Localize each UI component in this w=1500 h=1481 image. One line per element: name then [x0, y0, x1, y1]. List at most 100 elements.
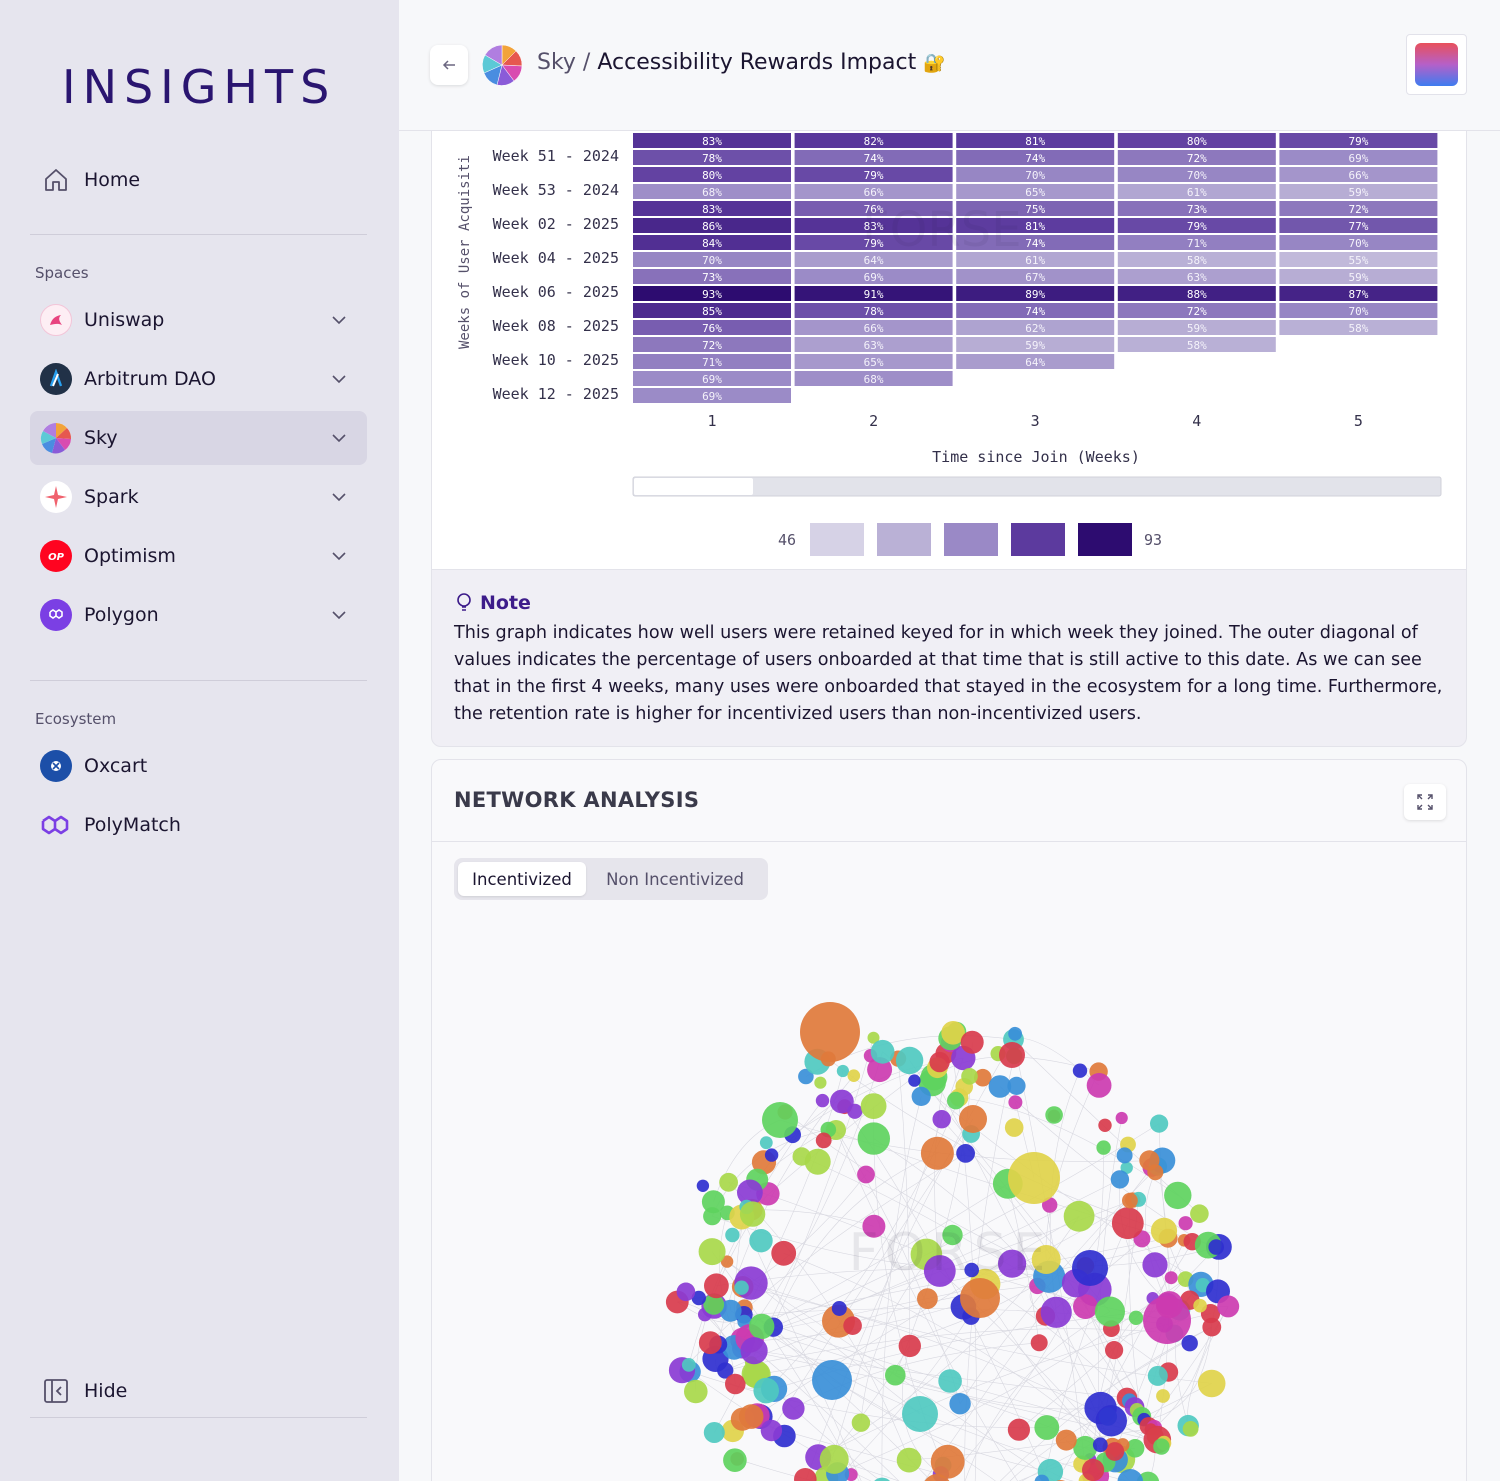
network-node[interactable]: [1122, 1192, 1138, 1209]
network-node[interactable]: [964, 1262, 979, 1278]
network-node[interactable]: [1142, 1252, 1168, 1278]
heatmap-cell[interactable]: [1117, 235, 1276, 250]
heatmap-cell[interactable]: [1279, 184, 1438, 199]
breadcrumb-space[interactable]: Sky /: [537, 50, 591, 75]
network-node[interactable]: [1007, 1418, 1030, 1441]
network-node[interactable]: [988, 1075, 1012, 1098]
heatmap-cell[interactable]: [794, 269, 953, 284]
network-node[interactable]: [932, 1110, 951, 1129]
sidebar-item-uniswap[interactable]: Uniswap: [30, 293, 367, 347]
network-node[interactable]: [1095, 1405, 1127, 1437]
network-node[interactable]: [895, 1046, 924, 1075]
heatmap-cell[interactable]: [633, 269, 791, 284]
heatmap-cell[interactable]: [633, 388, 791, 403]
network-node[interactable]: [923, 1474, 952, 1481]
heatmap-cell[interactable]: [956, 303, 1115, 318]
heatmap-cell[interactable]: [1279, 201, 1438, 216]
network-node[interactable]: [1178, 1216, 1193, 1231]
network-node[interactable]: [1098, 1118, 1112, 1132]
network-node[interactable]: [1156, 1389, 1170, 1403]
network-node[interactable]: [676, 1282, 696, 1302]
heatmap-cell[interactable]: [956, 133, 1115, 148]
heatmap-cell[interactable]: [1117, 218, 1276, 233]
scroll-thumb[interactable]: [634, 478, 753, 495]
heatmap-cell[interactable]: [1279, 303, 1438, 318]
network-node[interactable]: [723, 1448, 747, 1472]
network-node[interactable]: [941, 1021, 965, 1045]
heatmap-cell[interactable]: [794, 286, 953, 301]
network-node[interactable]: [819, 1444, 849, 1474]
heatmap-cell[interactable]: [1117, 167, 1276, 182]
heatmap-cell[interactable]: [956, 252, 1115, 267]
network-node[interactable]: [739, 1201, 766, 1227]
network-node[interactable]: [998, 1249, 1027, 1278]
network-node[interactable]: [1164, 1181, 1192, 1210]
heatmap-cell[interactable]: [1117, 184, 1276, 199]
heatmap-cell[interactable]: [633, 337, 791, 352]
heatmap-cell[interactable]: [956, 201, 1115, 216]
network-node[interactable]: [1181, 1335, 1198, 1352]
network-node[interactable]: [898, 1334, 921, 1358]
network-node[interactable]: [698, 1238, 726, 1266]
heatmap-cell[interactable]: [633, 320, 791, 335]
network-node[interactable]: [814, 1076, 827, 1089]
network-node[interactable]: [696, 1179, 710, 1192]
chevron-down-icon[interactable]: [329, 369, 349, 389]
network-node[interactable]: [1082, 1458, 1105, 1481]
back-button[interactable]: [430, 45, 468, 85]
network-node[interactable]: [960, 1278, 1000, 1318]
heatmap-cell[interactable]: [1279, 269, 1438, 284]
network-node[interactable]: [1030, 1334, 1048, 1352]
network-node[interactable]: [867, 1031, 880, 1044]
network-node[interactable]: [1008, 1152, 1060, 1204]
heatmap-cell[interactable]: [1117, 286, 1276, 301]
heatmap-cell[interactable]: [956, 218, 1115, 233]
heatmap-cell[interactable]: [1117, 252, 1276, 267]
heatmap-cell[interactable]: [794, 320, 953, 335]
network-node[interactable]: [1073, 1435, 1098, 1460]
app-logo[interactable]: INSIGHTS: [62, 60, 337, 114]
network-node[interactable]: [719, 1299, 742, 1322]
network-node[interactable]: [1031, 1245, 1061, 1274]
heatmap-cell[interactable]: [794, 201, 953, 216]
heatmap-cell[interactable]: [956, 235, 1115, 250]
network-node[interactable]: [836, 1064, 849, 1078]
network-node[interactable]: [930, 1444, 965, 1479]
heatmap-cell[interactable]: [1279, 235, 1438, 250]
network-graph[interactable]: FORSE: [432, 940, 1468, 1481]
heatmap-cell[interactable]: [1117, 320, 1276, 335]
heatmap-cell[interactable]: [1117, 133, 1276, 148]
heatmap-cell[interactable]: [1279, 133, 1438, 148]
network-node[interactable]: [1217, 1295, 1240, 1318]
network-node[interactable]: [908, 1074, 921, 1087]
network-node[interactable]: [782, 1397, 805, 1420]
heatmap-cell[interactable]: [956, 354, 1115, 369]
network-node[interactable]: [703, 1294, 725, 1315]
network-node[interactable]: [1116, 1147, 1133, 1164]
network-node[interactable]: [1150, 1114, 1169, 1133]
heatmap-cell[interactable]: [1279, 252, 1438, 267]
network-node[interactable]: [960, 1030, 984, 1054]
chevron-down-icon[interactable]: [329, 428, 349, 448]
network-node[interactable]: [1202, 1317, 1222, 1337]
heatmap-cell[interactable]: [1117, 337, 1276, 352]
network-node[interactable]: [740, 1337, 768, 1365]
network-node[interactable]: [771, 1240, 797, 1266]
sidebar-item-spark[interactable]: Spark: [30, 470, 367, 524]
network-node[interactable]: [911, 1086, 931, 1106]
heatmap-cell[interactable]: [1117, 150, 1276, 165]
network-node[interactable]: [831, 1301, 847, 1316]
heatmap-cell[interactable]: [633, 286, 791, 301]
network-node[interactable]: [830, 1089, 854, 1114]
network-node[interactable]: [734, 1280, 749, 1295]
heatmap-cell[interactable]: [794, 303, 953, 318]
network-node[interactable]: [1004, 1118, 1024, 1137]
heatmap-cell[interactable]: [956, 286, 1115, 301]
heatmap-cell[interactable]: [794, 167, 953, 182]
network-node[interactable]: [902, 1396, 938, 1432]
network-node[interactable]: [725, 1373, 746, 1395]
chevron-down-icon[interactable]: [329, 310, 349, 330]
heatmap-cell[interactable]: [633, 235, 791, 250]
network-node[interactable]: [691, 1290, 706, 1306]
heatmap-cell[interactable]: [956, 184, 1115, 199]
